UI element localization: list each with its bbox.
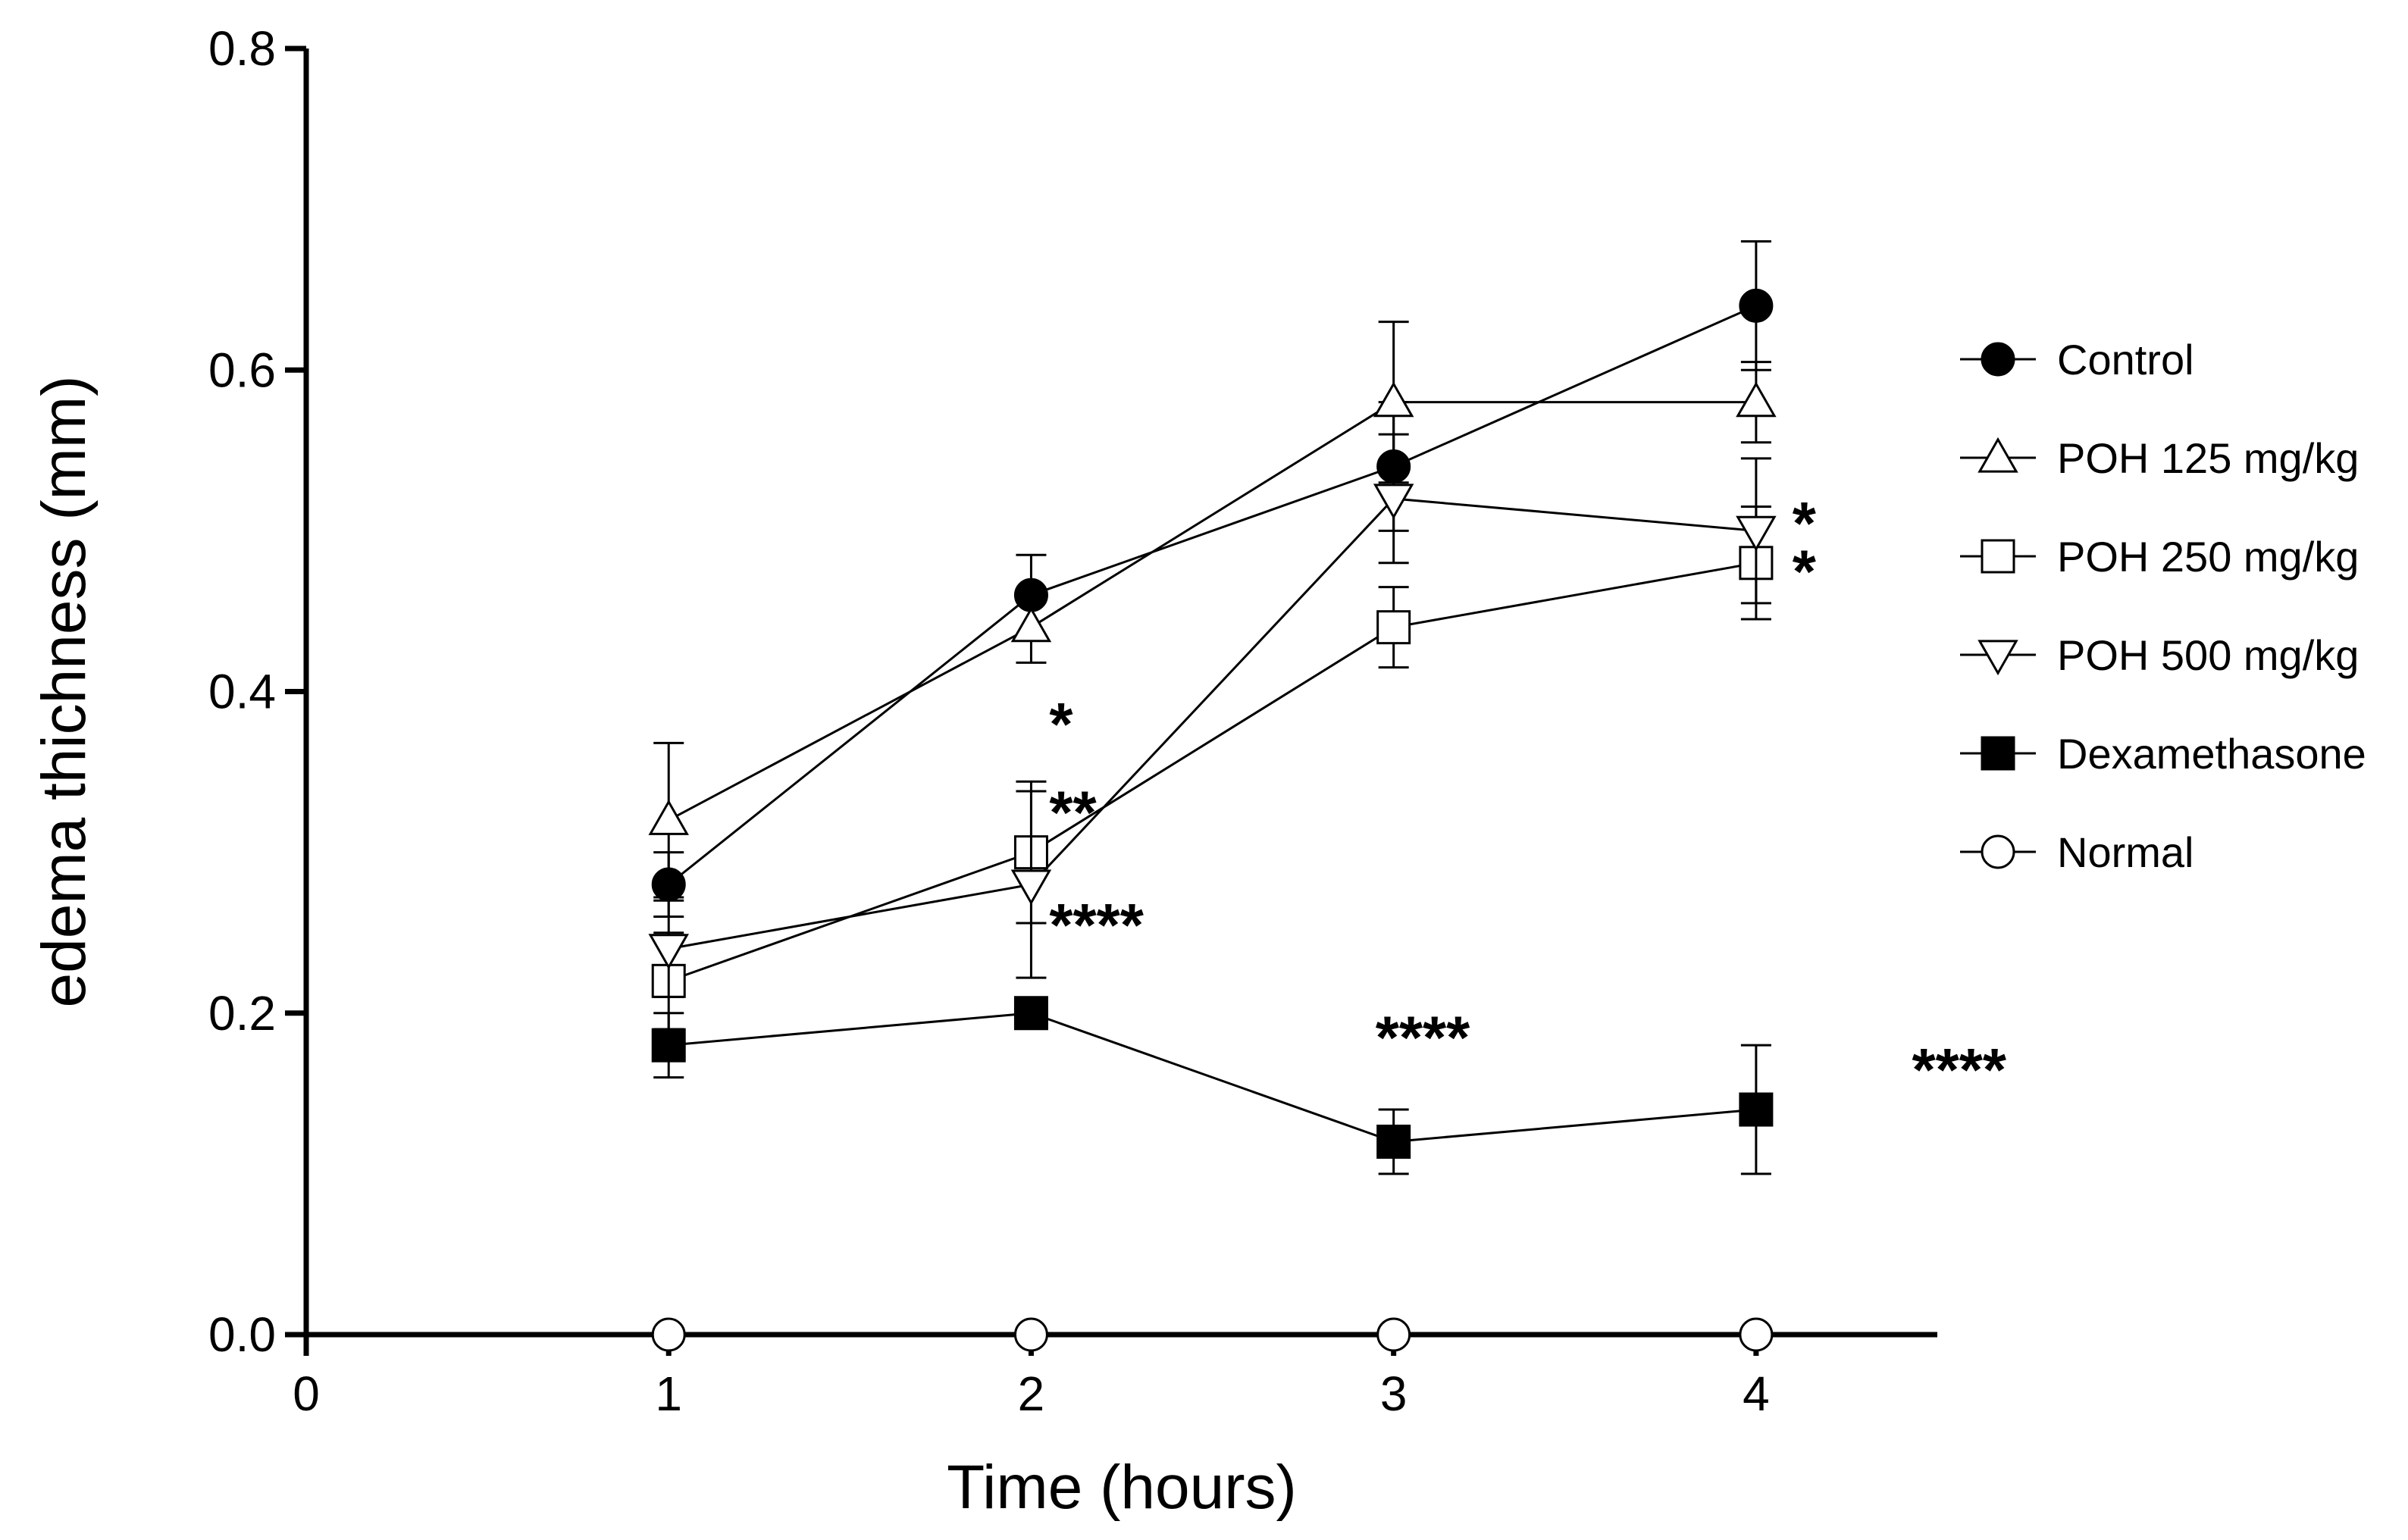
series-dexamethasone — [651, 996, 1774, 1175]
legend-item: Normal — [1960, 828, 2194, 876]
data-point — [648, 934, 689, 970]
data-point — [651, 1317, 686, 1352]
series-line — [668, 562, 1757, 982]
marker-shape — [1376, 610, 1411, 645]
x-axis-title: Time (hours) — [947, 1453, 1297, 1522]
marker-shape — [1376, 1317, 1411, 1352]
legend-label: Control — [2057, 336, 2194, 383]
data-point — [1739, 1317, 1774, 1352]
data-point — [1376, 1124, 1411, 1159]
axes: 0.0 0.2 0.4 0.6 0.8 0 1 2 3 4 — [208, 21, 1937, 1421]
significance-annotation: * — [1793, 490, 1817, 557]
marker-shape — [1010, 606, 1052, 643]
legend-marker — [1981, 539, 2015, 574]
y-axis-title: edema thichness (mm) — [30, 376, 99, 1008]
marker-shape — [1981, 342, 2015, 377]
marker-shape — [1977, 437, 2018, 473]
legend-item: POH 250 mg/kg — [1960, 533, 2359, 581]
data-point — [1739, 288, 1774, 323]
data-point — [1376, 610, 1411, 645]
marker-shape — [1739, 1317, 1774, 1352]
y-tick-label: 0.4 — [208, 665, 276, 719]
legend-marker — [1981, 736, 2015, 771]
series-line — [669, 1012, 1757, 1143]
marker-shape — [651, 1317, 686, 1352]
series-line — [668, 305, 1757, 886]
legend: Control POH 125 mg/kg POH 250 mg/kg POH 500… — [1960, 336, 2366, 876]
data-point — [648, 800, 689, 835]
legend-marker — [1981, 834, 2015, 869]
series-poh-125-mg-kg — [648, 321, 1777, 899]
marker-shape — [1013, 1317, 1048, 1352]
marker-shape — [651, 1028, 686, 1063]
x-tick-label: 2 — [1018, 1366, 1045, 1421]
x-tick-label: 0 — [293, 1366, 320, 1421]
x-tick-label: 3 — [1380, 1366, 1408, 1421]
legend-label: Dexamethasone — [2057, 730, 2366, 778]
data-point — [1739, 1092, 1774, 1127]
y-tick-label: 0.0 — [208, 1307, 276, 1362]
series-normal — [651, 1317, 1774, 1352]
data-point — [1736, 515, 1777, 552]
marker-shape — [1013, 996, 1048, 1031]
y-tick-label: 0.2 — [208, 986, 276, 1041]
series-poh-500-mg-kg — [648, 433, 1777, 999]
significance-annotation: **** — [1049, 891, 1144, 959]
legend-label: Normal — [2057, 828, 2194, 876]
significance-annotation: * — [1049, 690, 1073, 758]
legend-item: Control — [1960, 336, 2194, 383]
marker-shape — [1010, 869, 1052, 906]
marker-shape — [1376, 1124, 1411, 1159]
significance-annotation: **** — [1376, 1004, 1470, 1072]
data-point — [1376, 1317, 1411, 1352]
data-point — [651, 1028, 686, 1063]
legend-marker — [1977, 437, 2018, 473]
significance-annotation: * — [1793, 537, 1817, 605]
marker-shape — [1373, 381, 1414, 418]
legend-item: POH 500 mg/kg — [1960, 631, 2359, 679]
series-poh-250-mg-kg — [651, 506, 1774, 1031]
significance-annotation: ** — [1049, 779, 1097, 847]
legend-label: POH 500 mg/kg — [2057, 631, 2359, 679]
marker-shape — [648, 934, 689, 970]
legend-marker — [1981, 342, 2015, 377]
marker-shape — [1736, 515, 1777, 552]
data-point — [1010, 606, 1052, 643]
marker-shape — [648, 800, 689, 835]
data-point — [1373, 484, 1414, 520]
significance-annotation: **** — [1912, 1036, 2007, 1103]
series-layer — [648, 240, 1777, 1352]
marker-shape — [1981, 539, 2015, 574]
data-point — [1373, 381, 1414, 418]
series-control — [651, 240, 1774, 918]
annotation-layer: ***************** — [1049, 490, 2007, 1103]
data-point — [1736, 381, 1777, 418]
marker-shape — [1739, 288, 1774, 323]
marker-shape — [1981, 736, 2015, 771]
data-point — [1010, 869, 1052, 906]
marker-shape — [1977, 640, 2018, 676]
marker-shape — [1373, 484, 1414, 520]
x-tick-label: 1 — [655, 1366, 682, 1421]
legend-label: POH 250 mg/kg — [2057, 533, 2359, 581]
y-tick-label: 0.6 — [208, 343, 276, 397]
data-point — [1013, 1317, 1048, 1352]
x-tick-label: 4 — [1743, 1366, 1770, 1421]
series-line — [668, 401, 1756, 822]
marker-shape — [1736, 381, 1777, 418]
y-tick-label: 0.8 — [208, 21, 276, 76]
legend-item: POH 125 mg/kg — [1960, 434, 2359, 482]
series-line — [668, 497, 1757, 950]
legend-marker — [1977, 640, 2018, 676]
data-point — [1013, 996, 1048, 1031]
legend-label: POH 125 mg/kg — [2057, 434, 2359, 482]
marker-shape — [1981, 834, 2015, 869]
legend-item: Dexamethasone — [1960, 730, 2366, 778]
marker-shape — [1739, 1092, 1774, 1127]
